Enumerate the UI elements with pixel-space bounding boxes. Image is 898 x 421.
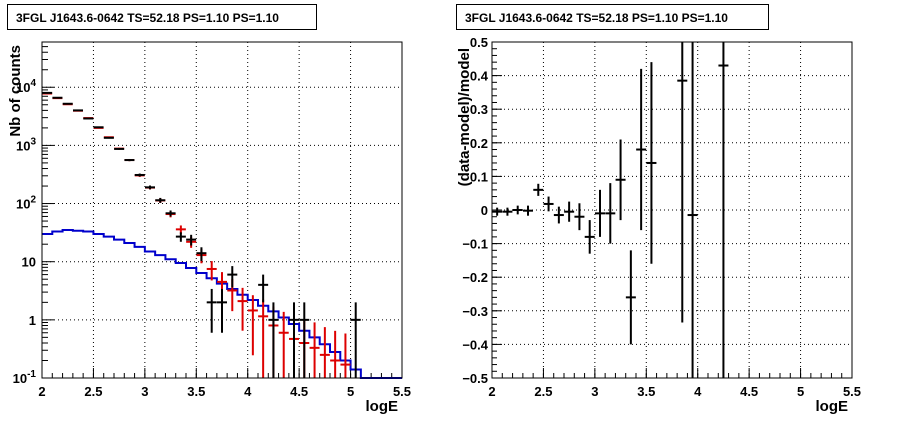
y-tick-label: 0.4 bbox=[470, 69, 489, 84]
x-tick-label: 2 bbox=[38, 384, 45, 399]
y-tick-label: 0.2 bbox=[470, 136, 488, 151]
x-tick-label: 4.5 bbox=[740, 384, 758, 399]
x-tick-label: 4 bbox=[244, 384, 252, 399]
source-model-step-line bbox=[42, 229, 402, 379]
y-axis-label: (data-model)/model bbox=[456, 48, 473, 186]
y-tick-label: −0.5 bbox=[462, 371, 488, 386]
counts-plot: 2 2.5 3 3.5 4 4.5 5 5.5 10-1 1 10 102 103 104 logE Nb o… bbox=[7, 41, 411, 415]
chart-title-left: 3FGL J1643.6-0642 TS=52.18 PS=1.10 PS=1.… bbox=[7, 4, 317, 30]
x-tick-label: 5 bbox=[797, 384, 804, 399]
x-tick-label: 3 bbox=[141, 384, 148, 399]
x-tick-label: 5.5 bbox=[393, 384, 411, 399]
y-tick-label: 0.3 bbox=[470, 102, 488, 117]
x-tick-label: 2.5 bbox=[84, 384, 102, 399]
y-tick-label: 104 bbox=[16, 78, 36, 95]
x-tick-label: 2.5 bbox=[534, 384, 552, 399]
plot-frame bbox=[491, 41, 853, 379]
y-tick-label: 1 bbox=[29, 313, 36, 328]
y-tick-label: 0.5 bbox=[470, 35, 488, 50]
x-tick-label: 2 bbox=[488, 384, 495, 399]
x-tick-label: 5 bbox=[347, 384, 354, 399]
y-tick-label: −0.3 bbox=[462, 304, 488, 319]
x-tick-label: 4 bbox=[694, 384, 702, 399]
x-tick-label: 3.5 bbox=[187, 384, 205, 399]
plot-frame bbox=[41, 41, 403, 379]
y-tick-label: −0.2 bbox=[462, 270, 488, 285]
x-tick-label: 3.5 bbox=[637, 384, 655, 399]
y-tick-label: 0.1 bbox=[470, 169, 488, 184]
x-tick-label: 3 bbox=[591, 384, 598, 399]
x-tick-label: 5.5 bbox=[843, 384, 861, 399]
x-tick-label: 4.5 bbox=[290, 384, 308, 399]
y-tick-label: 10-1 bbox=[13, 369, 37, 386]
y-tick-label: 10 bbox=[22, 255, 36, 270]
chart-title-right: 3FGL J1643.6-0642 TS=52.18 PS=1.10 PS=1.… bbox=[456, 4, 769, 30]
x-axis-label: logE bbox=[366, 398, 399, 415]
y-axis-label: Nb of counts bbox=[7, 45, 24, 137]
x-axis-label: logE bbox=[816, 398, 849, 415]
y-tick-label: −0.1 bbox=[462, 237, 488, 252]
residuals-plot: 2 2.5 3 3.5 4 4.5 5 5.5 −0.5 −0.4 −0.3 −0.2 −0.1 0 0.1… bbox=[456, 35, 861, 415]
y-tick-label: 0 bbox=[481, 203, 488, 218]
y-tick-label: −0.4 bbox=[462, 337, 488, 352]
y-tick-label: 102 bbox=[16, 195, 36, 212]
y-tick-label: 103 bbox=[16, 136, 36, 153]
